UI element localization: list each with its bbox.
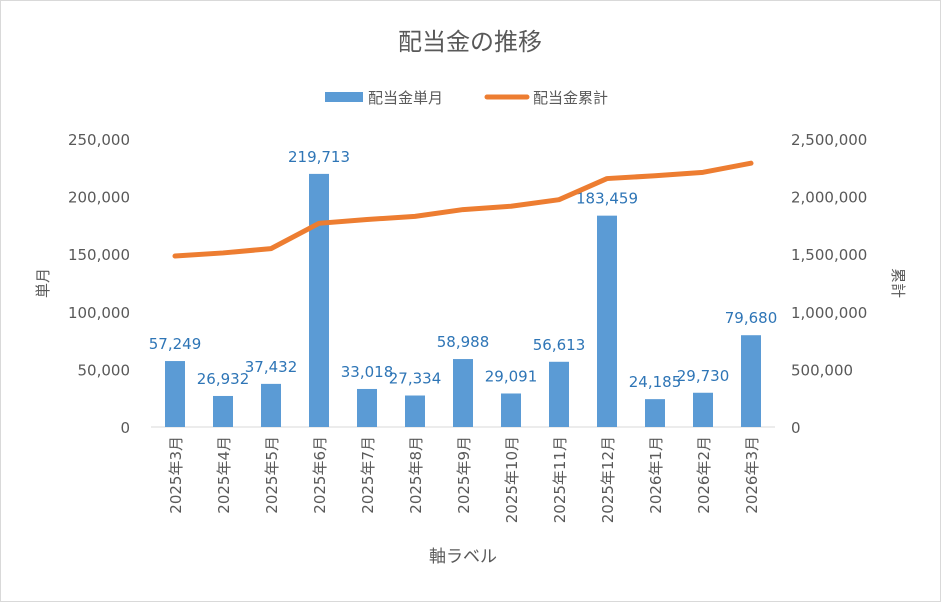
x-axis-title: 軸ラベル <box>429 547 497 567</box>
x-tick-label: 2025年7月 <box>359 436 377 514</box>
data-label: 27,334 <box>389 370 442 388</box>
y-tick-right: 1,500,000 <box>791 246 867 264</box>
y-tick-right: 500,000 <box>791 361 853 379</box>
y-tick-left: 50,000 <box>78 361 131 379</box>
data-label: 29,730 <box>677 367 730 385</box>
x-tick-label: 2025年5月 <box>263 436 281 514</box>
y-tick-right: 1,000,000 <box>791 304 867 322</box>
data-label: 183,459 <box>576 190 638 208</box>
x-tick-label: 2025年3月 <box>167 436 185 514</box>
y-tick-left: 150,000 <box>68 246 130 264</box>
legend-bar-swatch <box>325 92 363 102</box>
data-label: 57,249 <box>149 335 202 353</box>
bar <box>501 393 521 427</box>
bar <box>357 388 377 427</box>
data-label: 29,091 <box>485 367 538 385</box>
data-label: 79,680 <box>725 309 778 327</box>
x-tick-label: 2025年6月 <box>311 436 329 514</box>
bar <box>741 335 761 427</box>
x-tick-label: 2026年2月 <box>695 436 713 514</box>
bar <box>165 361 185 427</box>
bar <box>213 395 233 427</box>
y-axis-left-title: 単月 <box>34 268 52 298</box>
chart-title: 配当金の推移 <box>398 28 542 56</box>
bar <box>261 383 281 427</box>
x-tick-label: 2025年11月 <box>551 436 569 523</box>
data-label: 58,988 <box>437 333 490 351</box>
y-tick-left: 0 <box>120 419 130 437</box>
data-label: 24,185 <box>629 373 682 391</box>
bar <box>645 399 665 427</box>
bar <box>693 392 713 427</box>
bar <box>405 395 425 427</box>
data-label: 219,713 <box>288 148 350 166</box>
legend-bar-label: 配当金単月 <box>368 89 443 107</box>
data-label: 33,018 <box>341 363 394 381</box>
x-tick-label: 2026年1月 <box>647 436 665 514</box>
y-axis-right-title: 累計 <box>889 268 907 298</box>
x-tick-label: 2025年12月 <box>599 436 617 523</box>
y-tick-left: 100,000 <box>68 304 130 322</box>
data-label: 26,932 <box>197 370 250 388</box>
cumulative-line <box>172 160 754 259</box>
bar <box>549 361 569 427</box>
legend-line-label: 配当金累計 <box>533 89 608 107</box>
bar <box>453 359 473 427</box>
x-tick-label: 2025年4月 <box>215 436 233 514</box>
legend: 配当金単月 配当金累計 <box>325 89 608 107</box>
x-tick-label: 2025年8月 <box>407 436 425 514</box>
x-tick-label: 2025年9月 <box>455 436 473 514</box>
y-tick-right: 2,000,000 <box>791 189 867 207</box>
y-tick-right: 2,500,000 <box>791 131 867 149</box>
bar <box>597 215 617 427</box>
y-tick-right: 0 <box>791 419 801 437</box>
y-tick-left: 200,000 <box>68 189 130 207</box>
x-tick-label: 2026年3月 <box>743 436 761 514</box>
data-label: 37,432 <box>245 358 298 376</box>
x-tick-label: 2025年10月 <box>503 436 521 523</box>
data-label: 56,613 <box>533 336 586 354</box>
bar <box>309 173 329 427</box>
y-tick-left: 250,000 <box>68 131 130 149</box>
